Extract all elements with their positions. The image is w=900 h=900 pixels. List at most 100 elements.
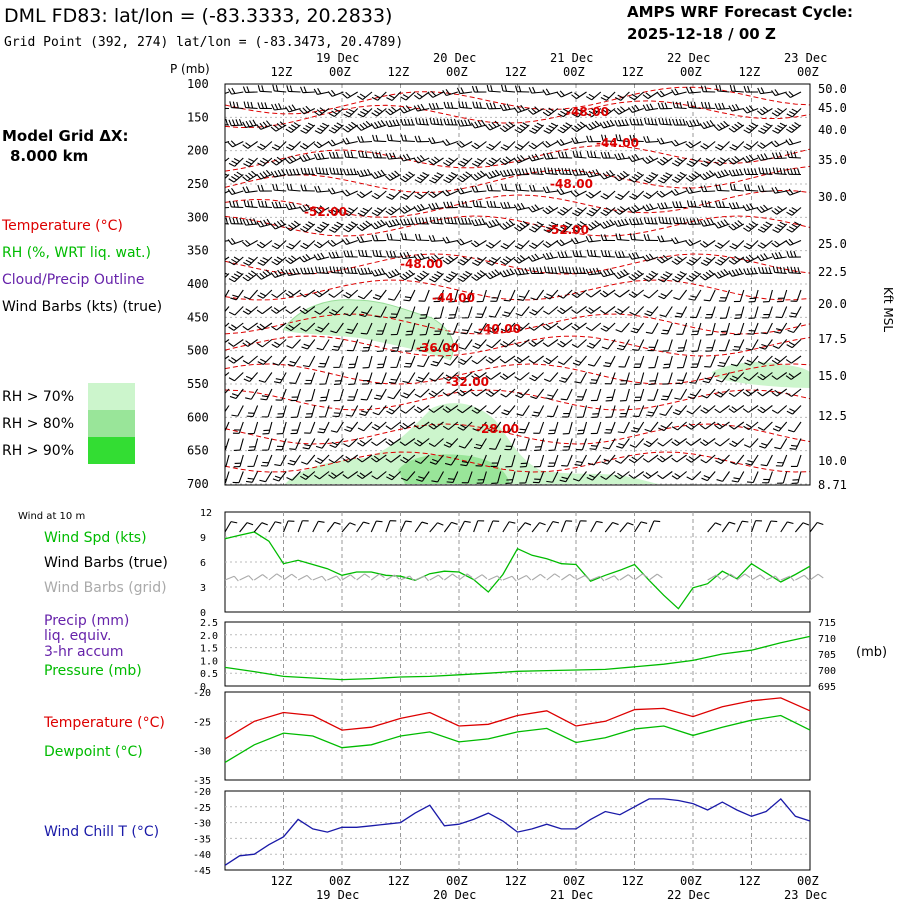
- barb-staff: [760, 256, 773, 262]
- barb-flag: [693, 200, 697, 208]
- wind-barb: [357, 267, 373, 275]
- barb-flag: [229, 101, 232, 108]
- barb-staff: [245, 190, 258, 194]
- wind-barb: [661, 322, 673, 335]
- barb-flag: [247, 200, 250, 207]
- barb-staff: [605, 108, 616, 117]
- wind-chill-panel: -20-25-30-35-40-45: [193, 787, 811, 877]
- barb-flag: [742, 157, 748, 163]
- barb-staff: [288, 90, 301, 93]
- barb-flag: [343, 443, 350, 448]
- barb-flag: [385, 458, 392, 463]
- barb-flag: [771, 209, 778, 215]
- wind-barb: [685, 119, 701, 128]
- barb-flag: [299, 292, 306, 298]
- isotherm-label: -52.00: [546, 223, 589, 237]
- wind-barb: [757, 240, 773, 249]
- barb-flag: [675, 101, 679, 109]
- barb-flag: [316, 241, 323, 247]
- wind-barb: [314, 454, 330, 464]
- barb-flag: [242, 144, 249, 149]
- barb-flag: [531, 154, 536, 161]
- wind-barb: [701, 471, 716, 482]
- wind-barb: [662, 339, 673, 352]
- barb-flag: [509, 268, 515, 275]
- pressure-y-tick: 705: [818, 650, 836, 661]
- barb-flag: [565, 266, 568, 274]
- barb-flag: [431, 422, 437, 428]
- barb-flag: [785, 92, 791, 98]
- wind-barb-true: [809, 521, 824, 533]
- wind-barb: [659, 306, 673, 318]
- barb-flag: [709, 119, 715, 126]
- barb-flag: [288, 203, 293, 210]
- wind-barb-true: [473, 520, 485, 533]
- barb-staff: [432, 91, 444, 98]
- barb-staff: [796, 454, 802, 467]
- barb-flag: [758, 130, 765, 134]
- wind-barb: [328, 289, 344, 298]
- barb-flag: [285, 292, 292, 298]
- wind-barb: [343, 108, 359, 118]
- barb-flag: [331, 348, 339, 351]
- barb-flag: [450, 217, 454, 224]
- barb-staff: [793, 322, 802, 333]
- wind-barb: [316, 339, 330, 351]
- barb-flag: [434, 156, 440, 162]
- barb-flag: [788, 91, 794, 97]
- barb-flag: [786, 151, 790, 158]
- barb-flag: [344, 428, 351, 433]
- barb-staff: [650, 306, 659, 317]
- barb-flag: [502, 258, 509, 263]
- barb-staff: [239, 454, 244, 467]
- barb-staff: [250, 388, 259, 400]
- wind-barb: [403, 289, 416, 302]
- barb-flag: [445, 189, 451, 195]
- barb-flag: [472, 262, 479, 266]
- barb-flag: [285, 326, 292, 332]
- barb-flag: [749, 203, 754, 210]
- barb-flag: [519, 124, 526, 129]
- barb-flag: [417, 365, 424, 368]
- barb-staff: [353, 388, 359, 401]
- barb-staff: [491, 141, 502, 151]
- barb-flag: [460, 259, 467, 264]
- wind-barb-true: [239, 522, 254, 533]
- wind-barb: [701, 388, 716, 399]
- wind-barb: [356, 220, 373, 232]
- barb-flag: [775, 425, 782, 429]
- barb-flag: [386, 250, 390, 258]
- wind-barb: [225, 107, 230, 110]
- temp-y-tick: -25: [193, 717, 211, 728]
- wind-barb: [472, 101, 487, 110]
- barb-flag: [591, 122, 597, 128]
- wind-barb: [614, 218, 630, 227]
- barb-flag: [790, 312, 798, 315]
- barb-flag: [714, 103, 719, 110]
- barb-staff: [466, 454, 473, 466]
- wind-barb: [357, 91, 373, 101]
- barb-staff: [590, 306, 602, 314]
- barb-flag: [264, 200, 268, 208]
- barb-flag: [562, 224, 569, 228]
- barb-flag: [628, 107, 633, 113]
- barb-flag: [617, 219, 622, 226]
- barb-flag: [293, 122, 300, 127]
- barb-staff: [519, 339, 530, 348]
- wind-barb-grid: [561, 573, 576, 581]
- wind-barb: [772, 122, 788, 134]
- barb-flag: [662, 273, 669, 278]
- barb-flag: [357, 295, 365, 300]
- barb-flag: [671, 260, 678, 265]
- barb-flag: [614, 120, 618, 127]
- barb-flag: [489, 327, 496, 331]
- barb-flag: [445, 89, 451, 95]
- wind-barb: [716, 471, 730, 482]
- barb-staff: [722, 471, 730, 482]
- barb-staff: [320, 322, 330, 333]
- barb-flag: [257, 184, 261, 192]
- barb-staff: [262, 339, 273, 348]
- wind-barb: [757, 388, 773, 397]
- wind-barb-grid: [546, 573, 561, 581]
- barb-flag: [376, 520, 383, 523]
